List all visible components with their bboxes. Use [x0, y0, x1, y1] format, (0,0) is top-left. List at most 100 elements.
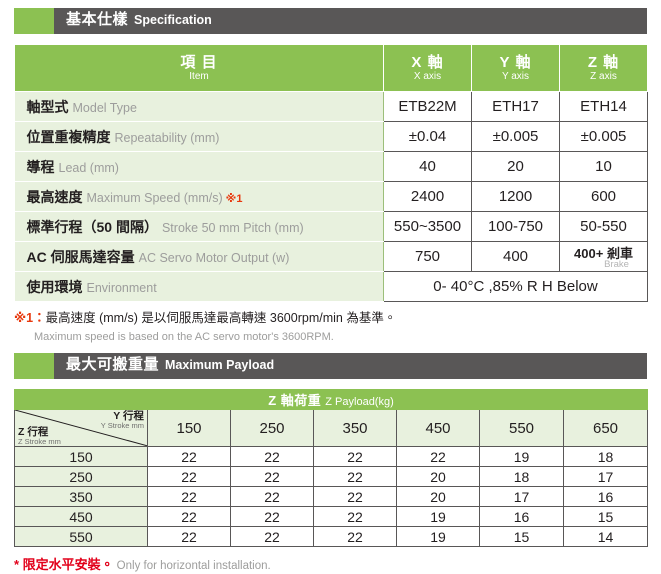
table-row: 最高速度 Maximum Speed (mm/s) ※1 2400 1200 600: [14, 181, 648, 212]
footnote-text-en: Maximum speed is based on the AC servo m…: [34, 330, 334, 343]
payload-cell: 22: [313, 446, 397, 468]
spec-value-y: ±0.005: [471, 121, 560, 152]
payload-cell: 17: [479, 486, 564, 508]
table-row: AC 伺服馬達容量 AC Servo Motor Output (w) 750 4…: [14, 241, 648, 272]
spec-row-label-en: Model Type: [72, 100, 137, 115]
payload-cell: 22: [230, 506, 314, 528]
section-title-cn: 基本仕樣: [66, 11, 129, 28]
spec-header-item: 項 目 Item: [14, 44, 384, 92]
footnote-marker: ※1: [225, 192, 243, 205]
spec-value-x: 40: [383, 151, 472, 182]
payload-cell: 22: [396, 446, 480, 468]
table-row: 350 22 22 22 20 17 16: [14, 486, 648, 508]
spec-header-x-en: X axis: [413, 71, 442, 83]
payload-cell: 16: [479, 506, 564, 528]
table-row: 軸型式 Model Type ETB22M ETH17 ETH14: [14, 91, 648, 122]
payload-table: Z 軸荷重 Z Payload(kg) Y 行程 Y Stroke mm Z 行程…: [14, 389, 648, 548]
payload-corner-z-cn: Z 行程: [18, 425, 49, 438]
payload-band-row: Z 軸荷重 Z Payload(kg): [14, 389, 648, 411]
spec-value-x: 550~3500: [383, 211, 472, 242]
table-row: 位置重複精度 Repeatability (mm) ±0.04 ±0.005 ±0…: [14, 121, 648, 152]
spec-row-label-cn: AC 伺服馬達容量: [26, 248, 135, 265]
payload-band-title: Z 軸荷重 Z Payload(kg): [14, 389, 648, 411]
specification-table: 項 目 Item X 軸 X axis Y 軸 Y axis Z 軸 Z axi…: [14, 44, 648, 302]
payload-corner-y-label: Y 行程 Y Stroke mm: [101, 411, 144, 430]
spec-value-x: 2400: [383, 181, 472, 212]
spec-header-y-axis: Y 軸 Y axis: [471, 44, 560, 92]
spec-row-label: 位置重複精度 Repeatability (mm): [14, 121, 384, 152]
payload-cell: 22: [147, 506, 231, 528]
payload-cell: 22: [230, 526, 314, 548]
spec-sheet-page: 基本仕樣 Specification 項 目 Item X 軸 X axis: [14, 8, 648, 572]
table-row: 150 22 22 22 22 19 18: [14, 446, 648, 468]
payload-row-header: 350: [14, 486, 148, 508]
spec-value-y: 100-750: [471, 211, 560, 242]
payload-cell: 18: [563, 446, 648, 468]
spec-row-label-cn: 標準行程（50 間隔）: [26, 218, 158, 235]
spec-row-label-cn: 軸型式: [26, 98, 69, 115]
spec-row-label-en: Lead (mm): [58, 160, 119, 175]
payload-cell: 22: [230, 486, 314, 508]
spec-row-label: 標準行程（50 間隔） Stroke 50 mm Pitch (mm): [14, 211, 384, 242]
spec-row-label-en: Repeatability (mm): [114, 130, 220, 145]
footnote-install-en: Only for horizontal installation.: [116, 560, 271, 573]
payload-cell: 16: [563, 486, 648, 508]
payload-cell: 22: [147, 446, 231, 468]
spec-header-y-cn: Y 軸: [499, 53, 532, 71]
section-title-group: 基本仕樣 Specification: [54, 8, 212, 34]
spec-value-z: ±0.005: [559, 121, 648, 152]
spec-value-x: ±0.04: [383, 121, 472, 152]
spec-value-z: 600: [559, 181, 648, 212]
spec-value-z: 50-550: [559, 211, 648, 242]
payload-corner-y-en: Y Stroke mm: [100, 421, 144, 431]
spec-header-z-en: Z axis: [590, 71, 617, 83]
spec-value-z-sub: Brake: [604, 258, 629, 270]
spec-header-y-en: Y axis: [501, 71, 530, 83]
footnote-text-cn: 最高速度 (mm/s) 是以伺服馬達最高轉速 3600rpm/min 為基準。: [45, 311, 397, 325]
spec-row-label: 最高速度 Maximum Speed (mm/s) ※1: [14, 181, 384, 212]
payload-corner-cell: Y 行程 Y Stroke mm Z 行程 Z Stroke mm: [14, 409, 148, 448]
spec-value-y: 20: [471, 151, 560, 182]
accent-block-icon: [14, 8, 54, 34]
spec-row-label-en: AC Servo Motor Output (w): [138, 250, 290, 265]
payload-corner-z-en: Z Stroke mm: [18, 436, 61, 446]
spec-row-label: 使用環境 Environment: [14, 271, 384, 302]
spec-value-z: 10: [559, 151, 648, 182]
payload-header-row: Y 行程 Y Stroke mm Z 行程 Z Stroke mm 150 25…: [14, 409, 648, 448]
payload-cell: 22: [147, 526, 231, 548]
spec-row-label-en: Environment: [86, 280, 157, 295]
payload-col-header: 550: [479, 409, 564, 448]
spec-value-x: ETB22M: [383, 91, 472, 122]
payload-cell: 22: [313, 466, 397, 488]
payload-cell: 20: [396, 466, 480, 488]
table-row: 550 22 22 22 19 15 14: [14, 526, 648, 548]
payload-row-header: 250: [14, 466, 148, 488]
spec-row-label: AC 伺服馬達容量 AC Servo Motor Output (w): [14, 241, 384, 272]
payload-cell: 18: [479, 466, 564, 488]
spec-header-z-axis: Z 軸 Z axis: [559, 44, 648, 92]
spec-value-y: 1200: [471, 181, 560, 212]
spec-value-z: ETH14: [559, 91, 648, 122]
section-header-specification: 基本仕樣 Specification: [14, 8, 647, 34]
spec-header-x-cn: X 軸: [411, 53, 444, 71]
payload-col-header: 650: [563, 409, 648, 448]
payload-cell: 22: [313, 506, 397, 528]
section-title-en: Specification: [134, 13, 212, 27]
spec-row-label-cn: 最高速度: [26, 188, 83, 205]
spec-value-y: 400: [471, 241, 560, 272]
payload-row-header: 550: [14, 526, 148, 548]
payload-row-header: 450: [14, 506, 148, 528]
spec-row-label-en: Maximum Speed (mm/s): [86, 190, 223, 205]
payload-cell: 19: [479, 446, 564, 468]
payload-corner-z-label: Z 行程 Z Stroke mm: [18, 425, 61, 446]
payload-cell: 19: [396, 526, 480, 548]
payload-cell: 22: [230, 446, 314, 468]
payload-cell: 19: [396, 506, 480, 528]
payload-cell: 15: [479, 526, 564, 548]
table-row: 標準行程（50 間隔） Stroke 50 mm Pitch (mm) 550~3…: [14, 211, 648, 242]
spec-value-environment: 0- 40°C ,85% R H Below: [383, 271, 648, 302]
payload-cell: 15: [563, 506, 648, 528]
payload-cell: 22: [147, 486, 231, 508]
spec-value-y: ETH17: [471, 91, 560, 122]
payload-col-header: 150: [147, 409, 231, 448]
